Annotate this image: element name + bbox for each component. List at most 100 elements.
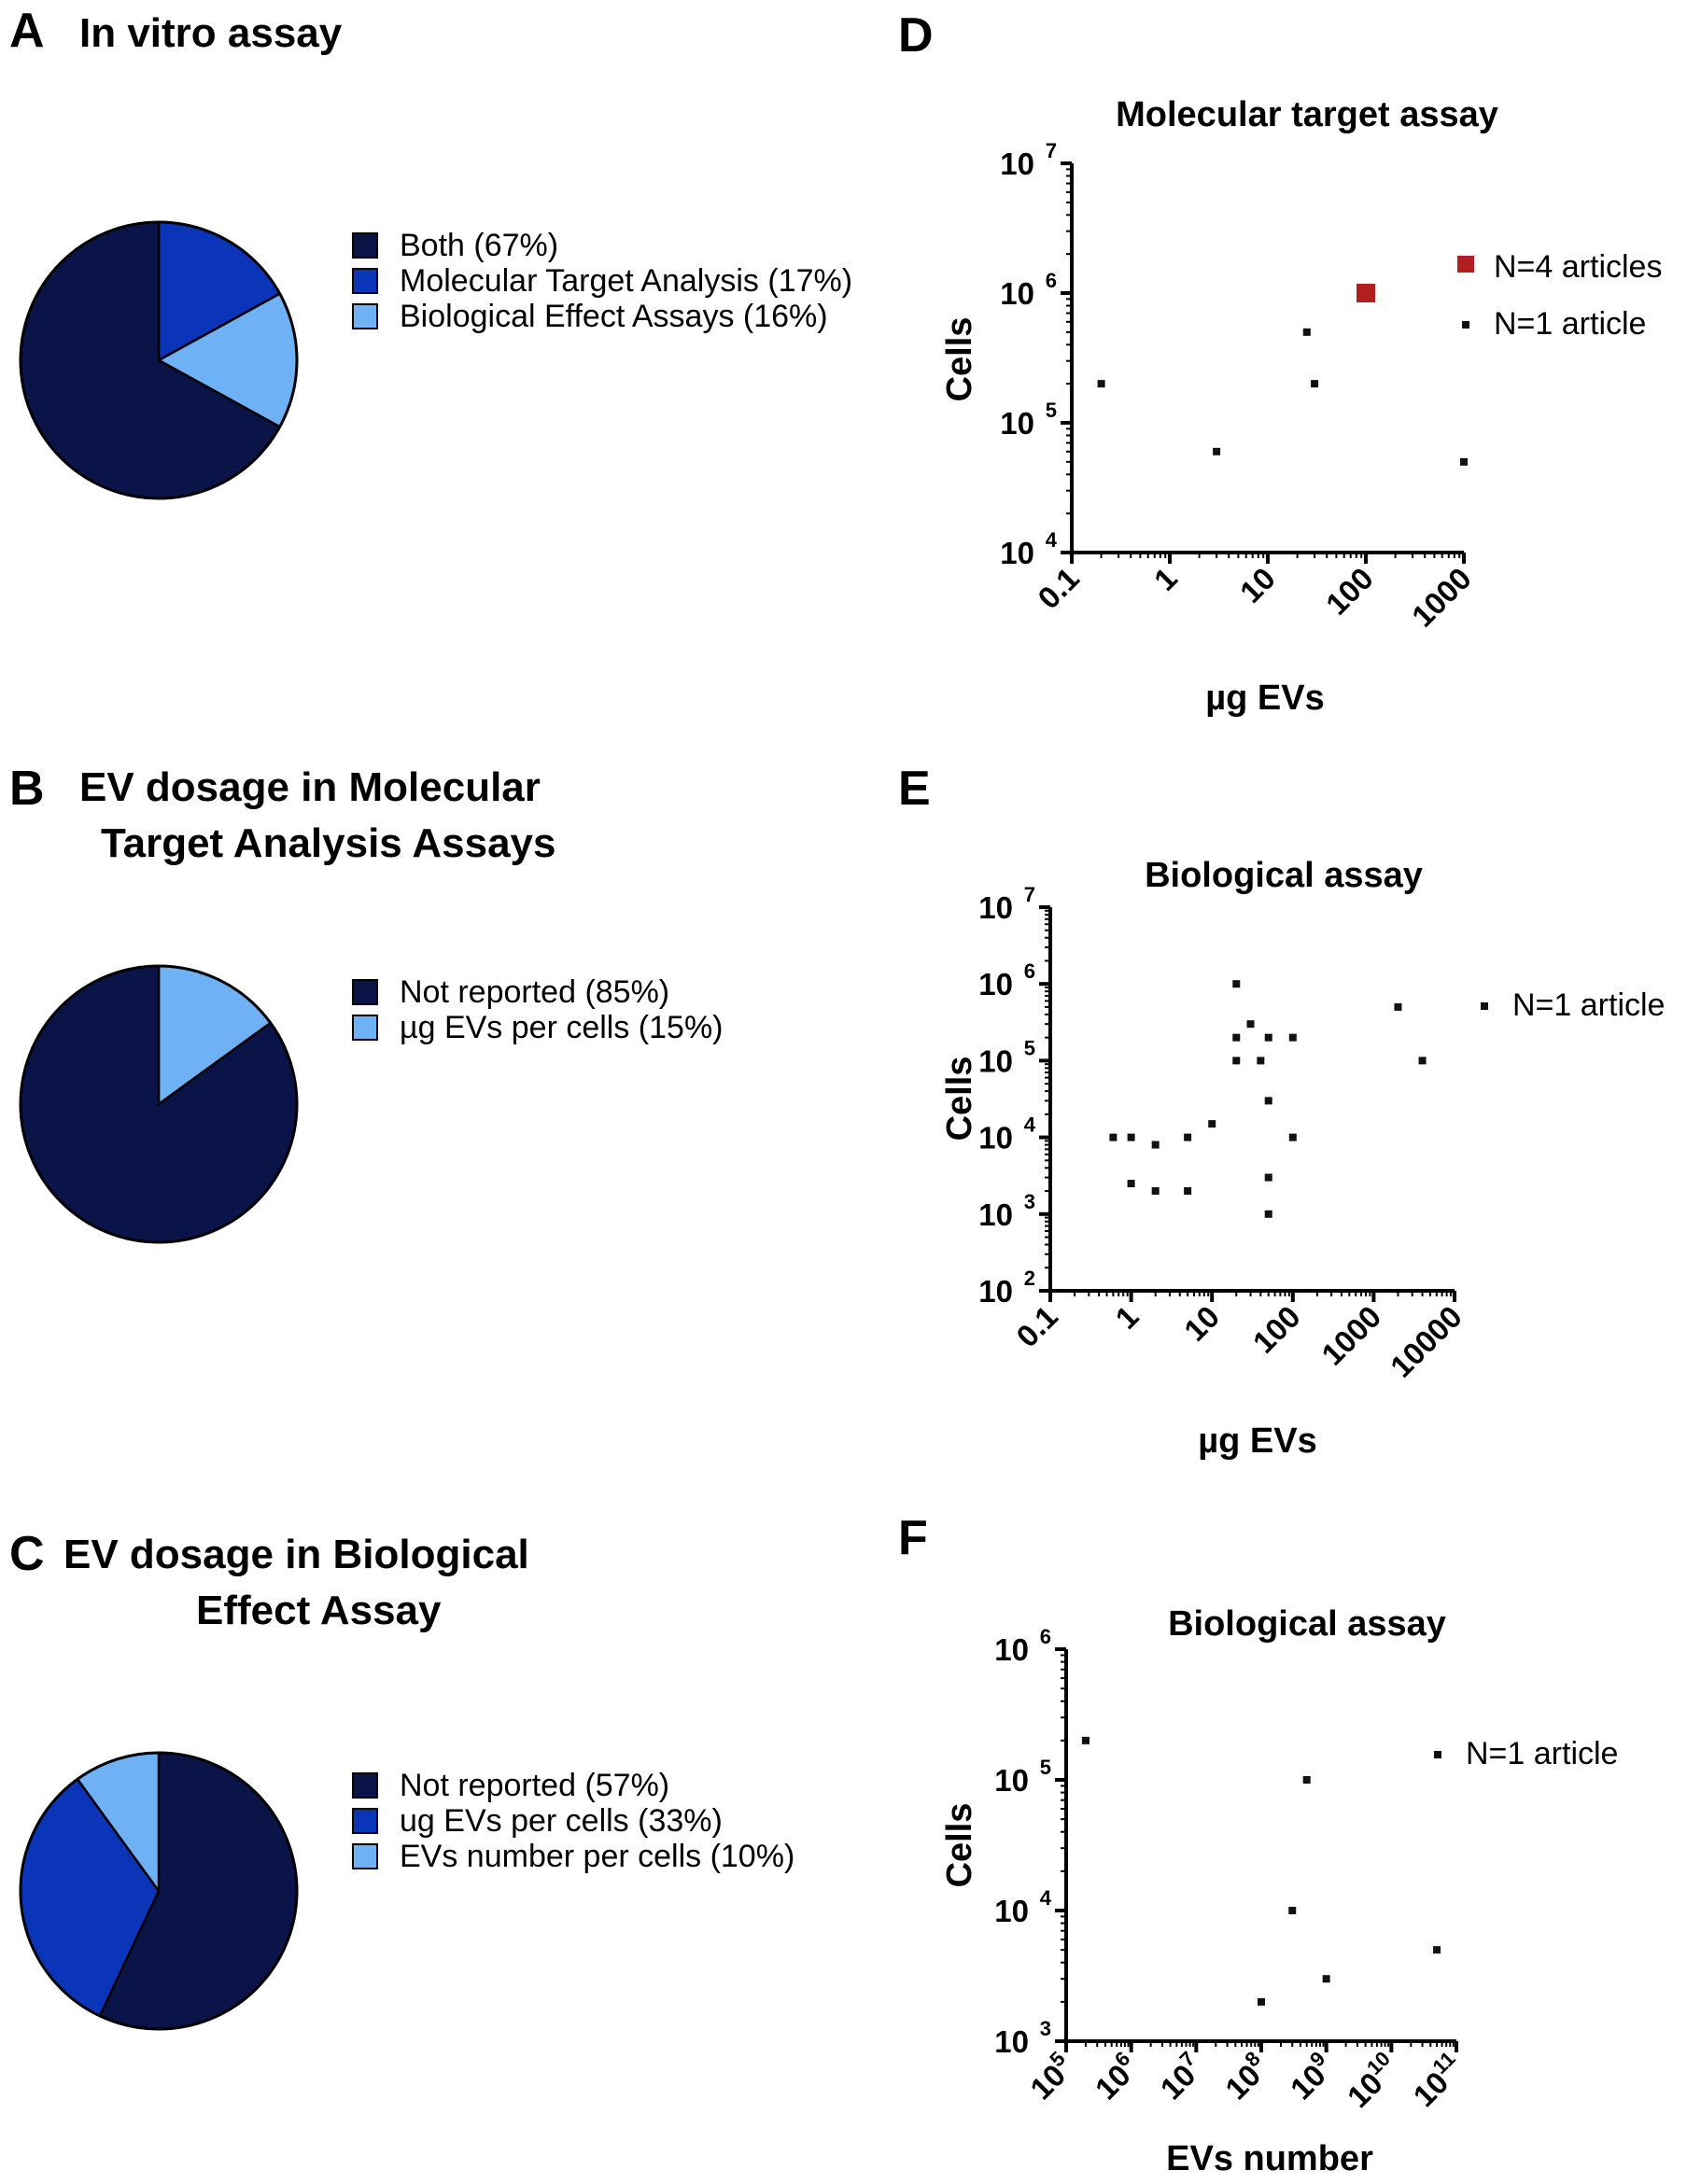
chart-title-f: Biological assay bbox=[1168, 1604, 1446, 1644]
scatter-plot-d: Molecular target assay 0.1 1 10 100 1000 10 4 10… bbox=[940, 95, 1662, 718]
data-point bbox=[1433, 1946, 1441, 1954]
legend-swatch bbox=[352, 232, 378, 259]
x-tick-label: 106 bbox=[1086, 2047, 1146, 2107]
legend-label: Not reported (85%) bbox=[400, 974, 669, 1010]
legend-swatch bbox=[352, 1843, 378, 1869]
y-tick-exponent: 2 bbox=[1024, 1267, 1035, 1290]
x-tick-label: 1010 bbox=[1338, 2047, 1405, 2114]
data-point bbox=[1264, 1097, 1272, 1105]
legend-swatch bbox=[352, 268, 378, 294]
x-tick-label: 1011 bbox=[1404, 2047, 1470, 2113]
y-tick-exponent: 6 bbox=[1024, 959, 1035, 983]
legend-label: Biological Effect Assays (16%) bbox=[400, 299, 828, 334]
x-axis-label-d: µg EVs bbox=[1205, 679, 1325, 718]
panel-letter-d: D bbox=[898, 8, 934, 63]
y-tick-label: 10 bbox=[994, 1632, 1029, 1667]
x-tick-label: 109 bbox=[1281, 2047, 1341, 2107]
legend-a: Both (67%)Molecular Target Analysis (17%… bbox=[352, 228, 852, 334]
y-tick-label: 10 bbox=[1000, 406, 1034, 441]
y-tick-exponent: 5 bbox=[1024, 1036, 1035, 1059]
legend-marker bbox=[1462, 321, 1469, 329]
chart-title-e: Biological assay bbox=[1145, 856, 1423, 895]
data-point bbox=[1257, 1057, 1265, 1065]
x-axis-label-f: EVs number bbox=[1166, 2139, 1373, 2178]
panel-b-title-line1: EV dosage in Molecular bbox=[79, 764, 541, 810]
pie-chart-b bbox=[19, 964, 299, 1244]
pie-outline bbox=[19, 220, 299, 500]
legend-label: N=4 articles bbox=[1494, 249, 1662, 285]
data-point bbox=[1460, 457, 1468, 466]
x-tick-label: 107 bbox=[1151, 2047, 1211, 2107]
y-tick-label: 10 bbox=[1000, 276, 1034, 311]
data-point bbox=[1081, 1736, 1089, 1744]
data-point bbox=[1394, 1002, 1402, 1011]
y-tick-label: 10 bbox=[994, 2024, 1029, 2059]
y-tick-exponent: 3 bbox=[1040, 2017, 1051, 2040]
x-tick-label: 0.1 bbox=[1009, 1299, 1064, 1354]
data-point bbox=[1151, 1141, 1160, 1149]
data-point bbox=[1127, 1133, 1135, 1141]
data-point bbox=[1127, 1180, 1135, 1188]
x-tick-label: 100 bbox=[1246, 1299, 1307, 1360]
y-tick-exponent: 5 bbox=[1040, 1756, 1051, 1779]
legend-label: Both (67%) bbox=[400, 228, 558, 263]
legend-b: Not reported (85%)µg EVs per cells (15%) bbox=[352, 974, 724, 1045]
y-tick-exponent: 7 bbox=[1046, 139, 1057, 162]
y-tick-label: 10 bbox=[978, 1274, 1013, 1309]
legend-swatch bbox=[352, 1015, 378, 1041]
y-tick-exponent: 4 bbox=[1046, 528, 1058, 552]
data-point bbox=[1288, 1907, 1297, 1914]
y-tick-label: 10 bbox=[978, 1121, 1013, 1155]
data-point bbox=[1213, 447, 1221, 455]
chart-title-d: Molecular target assay bbox=[1116, 95, 1498, 134]
pie-chart-a bbox=[19, 220, 299, 500]
x-tick-label: 108 bbox=[1216, 2047, 1275, 2107]
x-tick-label: 1000 bbox=[1314, 1299, 1387, 1372]
data-point bbox=[1232, 1057, 1241, 1065]
pie-chart-c bbox=[19, 1751, 299, 2031]
legend-marker bbox=[1434, 1751, 1441, 1758]
data-point bbox=[1311, 380, 1319, 388]
x-tick-label: 105 bbox=[1020, 2047, 1080, 2107]
data-point bbox=[1288, 1033, 1297, 1042]
data-point bbox=[1151, 1187, 1160, 1196]
pie-outline bbox=[19, 964, 299, 1244]
y-tick-exponent: 7 bbox=[1024, 883, 1035, 906]
y-tick-label: 10 bbox=[994, 1894, 1029, 1928]
y-axis-label-d: Cells bbox=[940, 317, 979, 402]
y-tick-exponent: 4 bbox=[1024, 1113, 1036, 1137]
legend-label: Not reported (57%) bbox=[400, 1768, 669, 1803]
legend-marker bbox=[1457, 256, 1474, 273]
legend-swatch bbox=[352, 1772, 378, 1799]
panel-letter-f: F bbox=[898, 1511, 928, 1565]
data-point bbox=[1184, 1187, 1192, 1196]
legend-label: N=1 article bbox=[1494, 306, 1646, 342]
y-axis-label-e: Cells bbox=[940, 1057, 979, 1141]
panel-letter-e: E bbox=[898, 762, 931, 816]
y-tick-exponent: 4 bbox=[1040, 1886, 1052, 1910]
x-tick-label: 10000 bbox=[1384, 1299, 1469, 1384]
data-point bbox=[1288, 1133, 1297, 1141]
data-point bbox=[1097, 380, 1105, 388]
legend-c: Not reported (57%)ug EVs per cells (33%)… bbox=[352, 1768, 794, 1874]
legend-label: ug EVs per cells (33%) bbox=[400, 1803, 723, 1839]
panel-letter-c: C bbox=[9, 1527, 45, 1581]
data-point bbox=[1357, 284, 1375, 302]
panel-c-title-line1: EV dosage in Biological bbox=[63, 1532, 529, 1577]
data-point bbox=[1264, 1033, 1272, 1042]
data-point bbox=[1264, 1173, 1272, 1182]
panel-letter-a: A bbox=[9, 4, 45, 58]
data-point bbox=[1184, 1133, 1192, 1141]
x-tick-label: 10 bbox=[1177, 1299, 1226, 1348]
data-point bbox=[1208, 1120, 1216, 1128]
pie-outline bbox=[19, 1751, 299, 2031]
y-tick-exponent: 6 bbox=[1040, 1625, 1051, 1648]
y-tick-label: 10 bbox=[978, 1043, 1013, 1078]
data-point bbox=[1418, 1057, 1427, 1065]
legend-marker bbox=[1481, 1002, 1488, 1010]
panel-a-title: In vitro assay bbox=[79, 10, 343, 56]
legend-swatch bbox=[352, 303, 378, 329]
